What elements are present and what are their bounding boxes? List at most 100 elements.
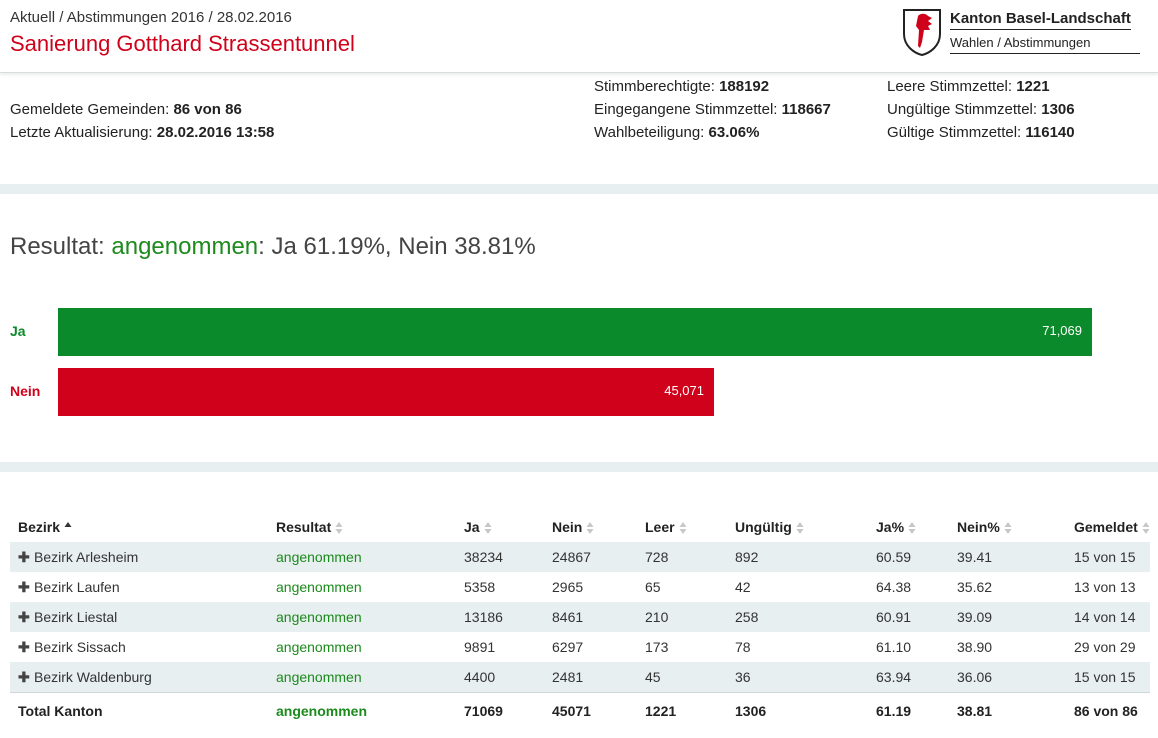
canton-logo[interactable]: Kanton Basel-Landschaft Wahlen / Abstimm… — [902, 8, 1152, 60]
total-cell: angenommen — [268, 692, 456, 729]
column-header-5[interactable]: Ungültig — [727, 512, 868, 542]
breadcrumb-separator: / — [208, 9, 213, 26]
stat-beteiligung: Wahlbeteiligung: 63.06% — [594, 124, 759, 141]
canton-subtitle[interactable]: Wahlen / Abstimmungen — [950, 35, 1140, 54]
cell-value: 13186 — [464, 609, 503, 625]
column-header-3[interactable]: Nein — [544, 512, 637, 542]
table-cell: angenommen — [268, 602, 456, 632]
total-cell: Total Kanton — [10, 692, 268, 729]
cell-value: Total Kanton — [18, 703, 103, 719]
column-header-1[interactable]: Resultat — [268, 512, 456, 542]
column-header-label: Nein% — [957, 518, 1000, 535]
table-cell: 5358 — [456, 572, 544, 602]
section-divider — [0, 462, 1158, 472]
table-cell: 13186 — [456, 602, 544, 632]
expand-plus-icon[interactable]: ✚ — [18, 638, 30, 655]
canton-name[interactable]: Kanton Basel-Landschaft — [950, 10, 1131, 30]
breadcrumb-aktuell[interactable]: Aktuell — [10, 9, 56, 26]
stat-berechtigte: Stimmberechtigte: 188192 — [594, 78, 769, 95]
column-header-2[interactable]: Ja — [456, 512, 544, 542]
breadcrumb-date[interactable]: 28.02.2016 — [216, 9, 292, 26]
table-cell: 173 — [637, 632, 727, 662]
cell-value: angenommen — [276, 669, 362, 685]
column-header-label: Leer — [645, 518, 675, 535]
table-cell[interactable]: ✚ Bezirk Arlesheim — [10, 542, 268, 572]
stat-value: 116140 — [1025, 124, 1075, 141]
stat-value: 188192 — [719, 78, 770, 95]
total-cell: 1221 — [637, 692, 727, 729]
expand-plus-icon[interactable]: ✚ — [18, 548, 30, 565]
stat-label: Stimmberechtigte: — [594, 78, 715, 95]
cell-value: 39.09 — [957, 609, 993, 625]
stat-label: Leere Stimmzettel: — [887, 78, 1013, 95]
expand-plus-icon[interactable]: ✚ — [18, 608, 30, 625]
column-header-0[interactable]: Bezirk — [10, 512, 268, 542]
district-table: Bezirk Resultat Ja Nein Leer Ungültig Ja% Nein%… — [10, 512, 1150, 729]
table-cell[interactable]: ✚ Bezirk Liestal — [10, 602, 268, 632]
table-cell: 8461 — [544, 602, 637, 632]
expand-plus-icon[interactable]: ✚ — [18, 668, 30, 685]
table-cell: 42 — [727, 572, 868, 602]
table-row[interactable]: ✚ Bezirk Arlesheim angenommen 38234 24867 728… — [10, 542, 1150, 572]
table-cell[interactable]: ✚ Bezirk Laufen — [10, 572, 268, 602]
bar-label-ja: Ja — [10, 323, 26, 339]
bar-ja: 71,069 — [58, 308, 1092, 356]
cell-value: 15 von 15 — [1074, 549, 1136, 565]
column-header-8[interactable]: Gemeldet — [1066, 512, 1150, 542]
stat-label: Gültige Stimmzettel: — [887, 124, 1022, 141]
table-cell: 60.59 — [868, 542, 949, 572]
breadcrumb: Aktuell / Abstimmungen 2016 / 28.02.2016 — [10, 9, 292, 26]
table-row[interactable]: ✚ Bezirk Liestal angenommen 13186 8461 210 258… — [10, 602, 1150, 632]
result-summary: Resultat: angenommen: Ja 61.19%, Nein 38… — [10, 233, 536, 261]
cell-value: 38.90 — [957, 639, 993, 655]
result-prefix: Resultat: — [10, 233, 105, 260]
stat-label: Gemeldete Gemeinden: — [10, 101, 170, 118]
table-cell: 61.10 — [868, 632, 949, 662]
bar-value-label: 71,069 — [1042, 323, 1082, 338]
shield-icon — [903, 9, 941, 56]
cell-value: angenommen — [276, 579, 362, 595]
cell-value: 1221 — [645, 703, 677, 719]
sort-icon — [335, 522, 343, 535]
cell-value: 36 — [735, 669, 751, 685]
table-row[interactable]: ✚ Bezirk Waldenburg angenommen 4400 2481 45 36… — [10, 662, 1150, 693]
column-header-6[interactable]: Ja% — [868, 512, 949, 542]
table-cell: 6297 — [544, 632, 637, 662]
total-cell: 38.81 — [949, 692, 1066, 729]
stat-value: 118667 — [781, 101, 831, 118]
breadcrumb-abstimmungen[interactable]: Abstimmungen 2016 — [66, 9, 205, 26]
stat-label: Eingegangene Stimmzettel: — [594, 101, 778, 118]
column-header-7[interactable]: Nein% — [949, 512, 1066, 542]
table-row[interactable]: ✚ Bezirk Sissach angenommen 9891 6297 173 78 61… — [10, 632, 1150, 662]
stat-eingegangen: Eingegangene Stimmzettel: 118667 — [594, 101, 831, 118]
table-cell: angenommen — [268, 662, 456, 693]
expand-plus-icon[interactable]: ✚ — [18, 578, 30, 595]
table-row[interactable]: ✚ Bezirk Laufen angenommen 5358 2965 65 42 64.3… — [10, 572, 1150, 602]
table-cell: 29 von 29 — [1066, 632, 1150, 662]
column-header-4[interactable]: Leer — [637, 512, 727, 542]
cell-value: 86 von 86 — [1074, 703, 1138, 719]
table-cell: 2481 — [544, 662, 637, 693]
cell-value: 29 von 29 — [1074, 639, 1136, 655]
table-total-row: Total Kanton angenommen 71069 45071 1221 1306… — [10, 692, 1150, 729]
cell-value: 210 — [645, 609, 669, 625]
cell-value: 4400 — [464, 669, 496, 685]
table-cell: 15 von 15 — [1066, 662, 1150, 693]
table-cell: 2965 — [544, 572, 637, 602]
total-cell: 1306 — [727, 692, 868, 729]
stat-value: 63.06% — [708, 124, 760, 141]
cell-value: 63.94 — [876, 669, 912, 685]
cell-value: 13 von 13 — [1074, 579, 1136, 595]
table-cell[interactable]: ✚ Bezirk Sissach — [10, 632, 268, 662]
cell-value: 38.81 — [957, 703, 993, 719]
cell-value: 892 — [735, 549, 759, 565]
stat-gemeinden: Gemeldete Gemeinden: 86 von 86 — [10, 101, 242, 118]
bar-label-nein: Nein — [10, 383, 41, 399]
cell-value: 6297 — [552, 639, 584, 655]
column-header-label: Ja% — [876, 518, 905, 535]
stat-value: 1221 — [1016, 78, 1050, 95]
table-cell: 15 von 15 — [1066, 542, 1150, 572]
table-cell[interactable]: ✚ Bezirk Waldenburg — [10, 662, 268, 693]
table-cell: 24867 — [544, 542, 637, 572]
cell-value: 38234 — [464, 549, 503, 565]
